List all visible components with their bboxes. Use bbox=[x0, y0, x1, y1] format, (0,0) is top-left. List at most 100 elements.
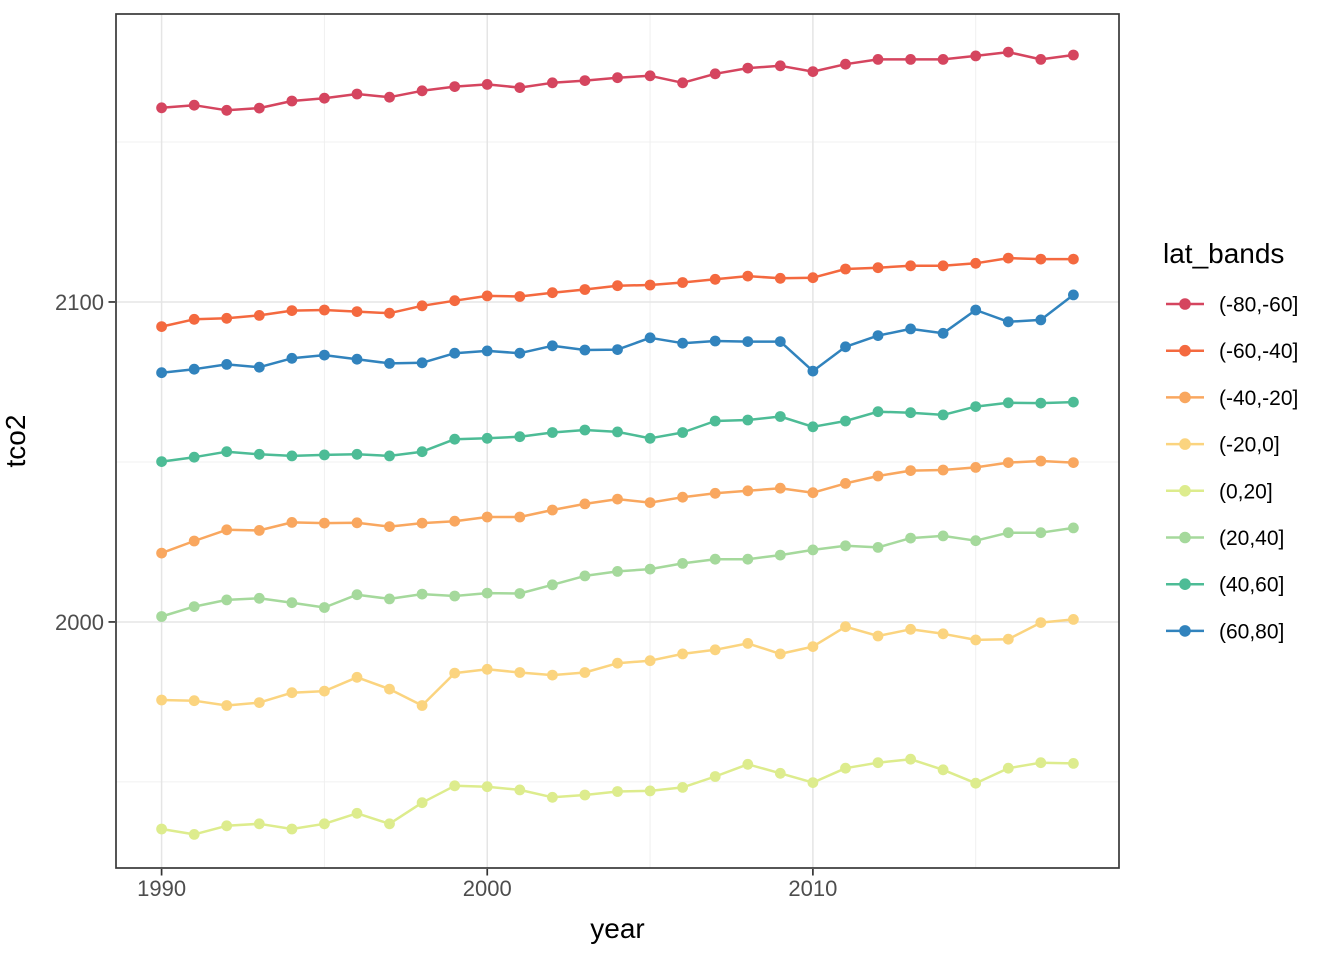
series-point bbox=[481, 79, 493, 90]
series-point bbox=[351, 88, 363, 100]
series-point bbox=[253, 697, 265, 708]
series-point bbox=[644, 655, 656, 667]
series-point bbox=[449, 515, 461, 527]
series-point bbox=[253, 818, 265, 830]
series-point bbox=[481, 345, 493, 357]
series-point bbox=[970, 257, 982, 269]
series-point bbox=[905, 532, 916, 544]
series-point bbox=[579, 570, 591, 582]
series-point bbox=[1002, 316, 1014, 328]
series-point bbox=[840, 621, 851, 633]
series-point bbox=[677, 491, 688, 503]
series-point bbox=[481, 432, 493, 444]
series-point bbox=[384, 307, 395, 319]
x-tick-label-2010: 2010 bbox=[788, 876, 837, 901]
y-axis-title: tco2 bbox=[0, 415, 31, 468]
x-axis-title: year bbox=[590, 913, 644, 944]
series-point bbox=[579, 498, 591, 510]
series-point bbox=[970, 777, 982, 789]
series-point bbox=[384, 450, 395, 462]
legend-label-7: (60,80] bbox=[1219, 620, 1284, 643]
series-point bbox=[221, 359, 233, 370]
series-point bbox=[742, 553, 754, 565]
series-point bbox=[188, 451, 200, 463]
series-point bbox=[677, 427, 688, 438]
series-point bbox=[319, 92, 330, 104]
series-point bbox=[514, 431, 526, 443]
series-point bbox=[188, 601, 200, 612]
series-point bbox=[612, 657, 623, 669]
series-point bbox=[807, 544, 819, 556]
series-point bbox=[807, 365, 819, 377]
series-point bbox=[807, 641, 819, 652]
series-point bbox=[840, 263, 851, 275]
series-point bbox=[384, 358, 395, 369]
series-point bbox=[253, 361, 265, 373]
series-point bbox=[937, 54, 949, 65]
series-point bbox=[384, 521, 395, 532]
series-point bbox=[319, 602, 330, 613]
series-point bbox=[774, 767, 786, 779]
series-point bbox=[547, 669, 558, 681]
series-point bbox=[221, 524, 233, 536]
series-point bbox=[449, 295, 461, 307]
series-point bbox=[351, 448, 363, 460]
series-point bbox=[937, 327, 949, 339]
legend-label-1: (-60,-40] bbox=[1219, 340, 1298, 363]
series-point bbox=[1035, 314, 1047, 326]
series-point bbox=[188, 535, 200, 547]
series-point bbox=[319, 818, 330, 830]
series-point bbox=[1068, 522, 1079, 534]
x-tick-label-1990: 1990 bbox=[137, 876, 186, 901]
series-point bbox=[1002, 397, 1014, 409]
series-point bbox=[905, 465, 916, 476]
series-point bbox=[221, 700, 233, 711]
series-point bbox=[742, 758, 754, 770]
series-point bbox=[514, 347, 526, 359]
series-point bbox=[286, 517, 298, 528]
legend-key-point bbox=[1179, 485, 1191, 497]
series-point bbox=[286, 823, 298, 835]
series-point bbox=[937, 464, 949, 476]
series-point bbox=[1002, 633, 1014, 645]
series-point bbox=[1068, 758, 1079, 769]
series-point bbox=[970, 462, 982, 473]
series-point bbox=[774, 60, 786, 72]
series-point bbox=[774, 648, 786, 660]
legend-label-4: (0,20] bbox=[1219, 480, 1273, 503]
legend-label-5: (20,40] bbox=[1219, 527, 1284, 550]
series-point bbox=[384, 91, 395, 103]
series-point bbox=[644, 785, 656, 797]
series-point bbox=[188, 695, 200, 707]
series-point bbox=[253, 525, 265, 536]
series-point bbox=[905, 623, 916, 635]
series-point bbox=[872, 470, 884, 482]
series-point bbox=[872, 542, 884, 553]
series-point bbox=[840, 415, 851, 427]
series-point bbox=[221, 312, 233, 324]
series-point bbox=[579, 667, 591, 678]
series-point bbox=[1035, 253, 1047, 265]
series-point bbox=[774, 336, 786, 347]
series-point bbox=[1068, 49, 1079, 61]
series-point bbox=[156, 694, 168, 706]
series-point bbox=[644, 70, 656, 82]
series-point bbox=[872, 262, 884, 274]
series-point bbox=[449, 433, 461, 445]
series-point bbox=[156, 456, 168, 467]
series-point bbox=[481, 290, 493, 302]
series-point bbox=[742, 336, 754, 347]
series-point bbox=[416, 517, 428, 529]
series-point bbox=[872, 630, 884, 642]
legend-key-point bbox=[1179, 531, 1191, 544]
series-point bbox=[872, 406, 884, 418]
series-point bbox=[970, 535, 982, 547]
series-point bbox=[1002, 527, 1014, 539]
series-point bbox=[547, 427, 558, 438]
series-point bbox=[481, 511, 493, 523]
series-point bbox=[286, 597, 298, 609]
panel-border bbox=[115, 13, 1120, 869]
series-point bbox=[547, 77, 558, 89]
